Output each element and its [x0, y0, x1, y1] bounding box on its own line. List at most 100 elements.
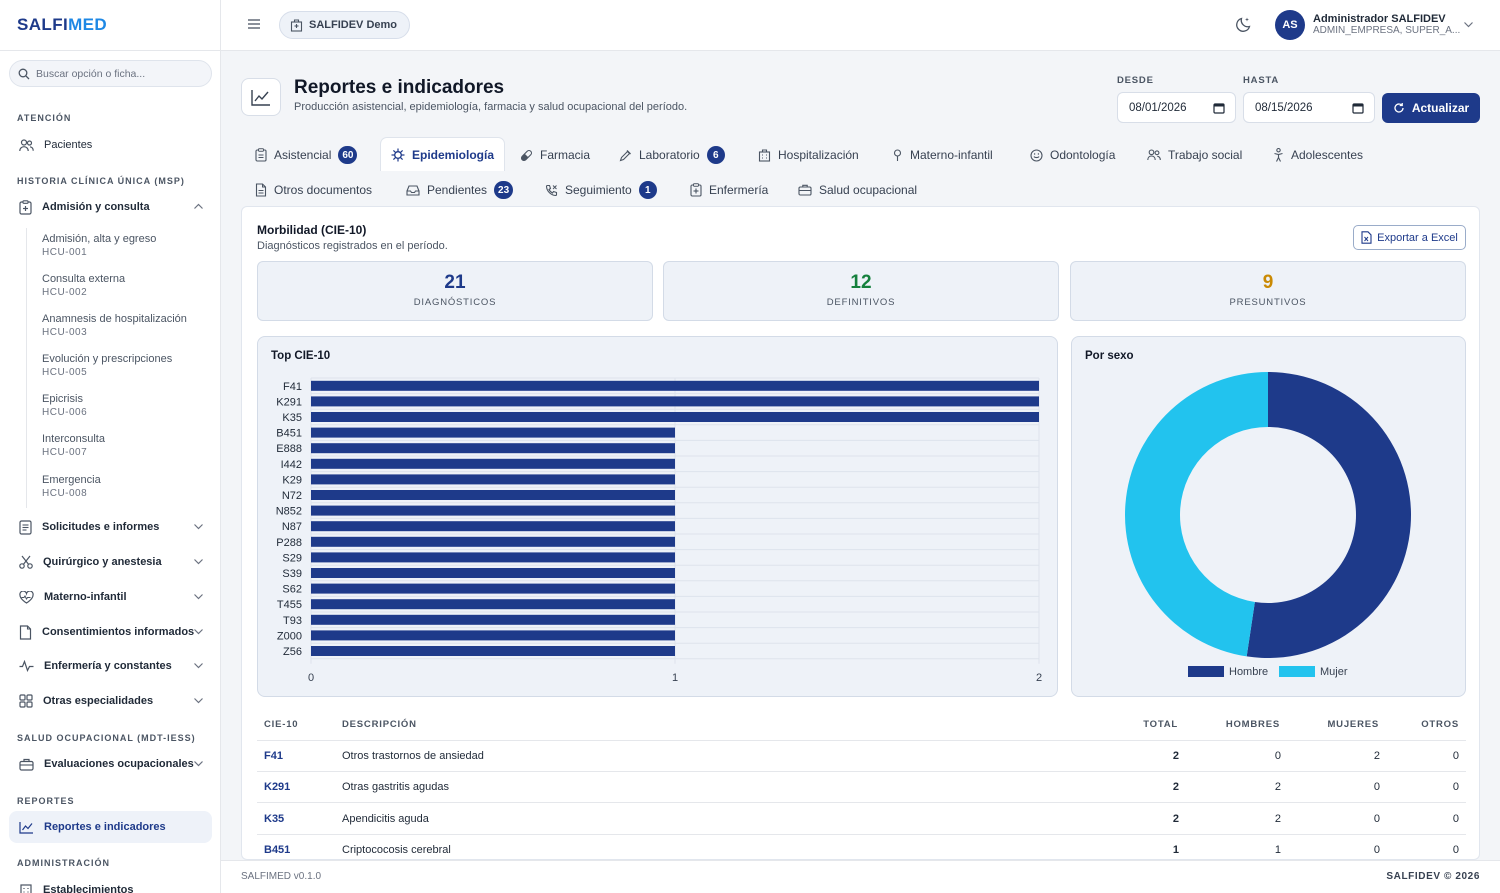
- kpi-label: DIAGNÓSTICOS: [413, 297, 497, 308]
- sidebar-item-quirurgico[interactable]: Quirúrgico y anestesia: [9, 546, 212, 578]
- export-button-label: Exportar a Excel: [1377, 231, 1458, 244]
- sub-item-hcu001[interactable]: Admisión, alta y egreso HCU-001: [42, 233, 157, 258]
- tab-materno-infantil[interactable]: Materno-infantil: [882, 140, 1003, 170]
- sidebar-item-evaluaciones[interactable]: Evaluaciones ocupacionales: [9, 748, 212, 780]
- sidebar-item-materno[interactable]: Materno-infantil: [9, 581, 212, 613]
- tab-seguimiento[interactable]: Seguimiento 1: [535, 175, 667, 205]
- bar-T455[interactable]: [311, 599, 675, 610]
- sidebar-item-label: Enfermería y constantes: [44, 660, 172, 672]
- users-icon: [1147, 149, 1161, 161]
- tab-trabajo-social[interactable]: Trabajo social: [1137, 140, 1252, 170]
- sub-item-hcu007[interactable]: Interconsulta HCU-007: [42, 433, 105, 458]
- sub-item-hcu006[interactable]: Epicrisis HCU-006: [42, 393, 88, 418]
- sidebar-item-otras[interactable]: Otras especialidades: [9, 685, 212, 717]
- sidebar-item-establecimientos[interactable]: Establecimientos: [9, 874, 212, 893]
- category-label: F41: [283, 381, 302, 393]
- tab-label: Otros documentos: [274, 183, 373, 197]
- bar-N72[interactable]: [311, 490, 675, 500]
- sidebar-item-admision[interactable]: Admisión y consulta: [9, 191, 212, 223]
- slice-mujer[interactable]: [1125, 372, 1268, 657]
- tab-adolescentes[interactable]: Adolescentes: [1263, 140, 1373, 170]
- tab-hospitalizacion[interactable]: Hospitalización: [748, 140, 869, 170]
- export-excel-button[interactable]: Exportar a Excel: [1353, 225, 1466, 250]
- bar-K291[interactable]: [311, 396, 1039, 407]
- table-row[interactable]: B451 Criptococosis cerebral 1 1 0 0: [242, 834, 1479, 859]
- bar-B451[interactable]: [311, 427, 675, 438]
- desde-date-input[interactable]: 08/01/2026: [1117, 92, 1236, 123]
- table-row[interactable]: K291 Otras gastritis agudas 2 2 0 0: [242, 771, 1479, 804]
- sidebar-item-reportes[interactable]: Reportes e indicadores: [9, 811, 212, 843]
- bar-N852[interactable]: [311, 505, 675, 516]
- col-header-hombres[interactable]: HOMBRES: [1225, 719, 1280, 730]
- hamburger-menu-icon[interactable]: [247, 17, 261, 31]
- sidebar-item-enfermeria[interactable]: Enfermería y constantes: [9, 650, 212, 682]
- hasta-date-input[interactable]: 08/15/2026: [1243, 92, 1375, 123]
- bar-I442[interactable]: [311, 458, 675, 469]
- bar-P288[interactable]: [311, 536, 675, 547]
- table-row[interactable]: F41 Otros trastornos de ansiedad 2 0 2 0: [242, 740, 1479, 772]
- clipboard-icon: [19, 199, 32, 215]
- sidebar-search-input[interactable]: [36, 67, 196, 80]
- bar-S39[interactable]: [311, 568, 675, 578]
- dark-mode-moon-icon[interactable]: [1235, 15, 1253, 33]
- cell-code[interactable]: B451: [264, 843, 291, 856]
- cell-total: 1: [1172, 843, 1179, 856]
- sub-item-hcu005[interactable]: Evolución y prescripciones HCU-005: [42, 353, 173, 378]
- table-row[interactable]: K35 Apendicitis aguda 2 2 0 0: [242, 803, 1479, 835]
- brand-logo[interactable]: SALFIMED: [17, 15, 108, 34]
- briefcase-icon: [19, 758, 34, 771]
- sub-item-hcu003[interactable]: Anamnesis de hospitalización HCU-003: [42, 313, 187, 338]
- tab-farmacia[interactable]: Farmacia: [510, 140, 600, 170]
- bar-S62[interactable]: [311, 583, 675, 594]
- col-header-descripcion[interactable]: DESCRIPCIÓN: [342, 719, 417, 730]
- tenant-selector[interactable]: SALFIDEV Demo: [279, 11, 411, 39]
- document-list-icon: [19, 519, 32, 535]
- col-header-total[interactable]: TOTAL: [1143, 719, 1178, 730]
- sidebar-item-pacientes[interactable]: Pacientes: [9, 129, 212, 161]
- chart-title: Por sexo: [1085, 350, 1134, 362]
- cell-code[interactable]: K291: [264, 781, 291, 794]
- bar-S29[interactable]: [311, 552, 675, 563]
- sub-item-hcu002[interactable]: Consulta externa HCU-002: [42, 273, 126, 298]
- sidebar-search[interactable]: [9, 60, 212, 87]
- col-header-mujeres[interactable]: MUJERES: [1327, 719, 1379, 730]
- bar-Z56[interactable]: [311, 646, 675, 656]
- user-info[interactable]: Administrador SALFIDEV ADMIN_EMPRESA, SU…: [1313, 13, 1460, 37]
- bar-K35[interactable]: [311, 412, 1039, 422]
- tab-otros-documentos[interactable]: Otros documentos: [245, 175, 382, 205]
- count-badge: 6: [706, 146, 725, 164]
- x-tick-label: 2: [1036, 672, 1042, 684]
- desde-value: 08/01/2026: [1129, 101, 1187, 114]
- bar-N87[interactable]: [311, 521, 675, 532]
- sidebar-item-consentimientos[interactable]: Consentimientos informados: [9, 616, 212, 648]
- tab-enfermeria[interactable]: Enfermería: [680, 175, 778, 205]
- tab-asistencial[interactable]: Asistencial 60: [245, 140, 367, 170]
- heart-pulse-icon: [19, 590, 34, 604]
- chevron-down-icon[interactable]: [1463, 19, 1474, 30]
- cell-description: Otras gastritis agudas: [342, 781, 449, 794]
- bar-T93[interactable]: [311, 614, 675, 625]
- col-header-cie10[interactable]: CIE-10: [264, 719, 299, 730]
- tab-laboratorio[interactable]: Laboratorio 6: [609, 140, 735, 170]
- cell-code[interactable]: F41: [264, 750, 283, 762]
- kpi-definitivos: 12 DEFINITIVOS: [663, 261, 1059, 321]
- bar-K29[interactable]: [311, 474, 675, 485]
- cell-code[interactable]: K35: [264, 812, 285, 825]
- avatar[interactable]: AS: [1275, 10, 1305, 40]
- bar-F41[interactable]: [311, 380, 1039, 391]
- bar-Z000[interactable]: [311, 630, 675, 641]
- sidebar-item-solicitudes[interactable]: Solicitudes e informes: [9, 511, 212, 543]
- slice-hombre[interactable]: [1246, 372, 1411, 658]
- calendar-icon[interactable]: [1213, 102, 1225, 114]
- calendar-icon[interactable]: [1352, 102, 1364, 114]
- tab-pendientes[interactable]: Pendientes 23: [396, 175, 523, 205]
- sub-item-hcu008[interactable]: Emergencia HCU-008: [42, 474, 101, 499]
- tab-epidemiologia[interactable]: Epidemiología: [380, 137, 506, 171]
- tab-label: Laboratorio: [639, 148, 700, 162]
- col-header-otros[interactable]: OTROS: [1421, 719, 1459, 730]
- tab-salud-ocupacional[interactable]: Salud ocupacional: [788, 175, 927, 205]
- tab-odontologia[interactable]: Odontología: [1020, 140, 1125, 170]
- cell-hombres: 1: [1274, 843, 1281, 856]
- update-button[interactable]: Actualizar: [1382, 93, 1480, 123]
- bar-E888[interactable]: [311, 443, 675, 454]
